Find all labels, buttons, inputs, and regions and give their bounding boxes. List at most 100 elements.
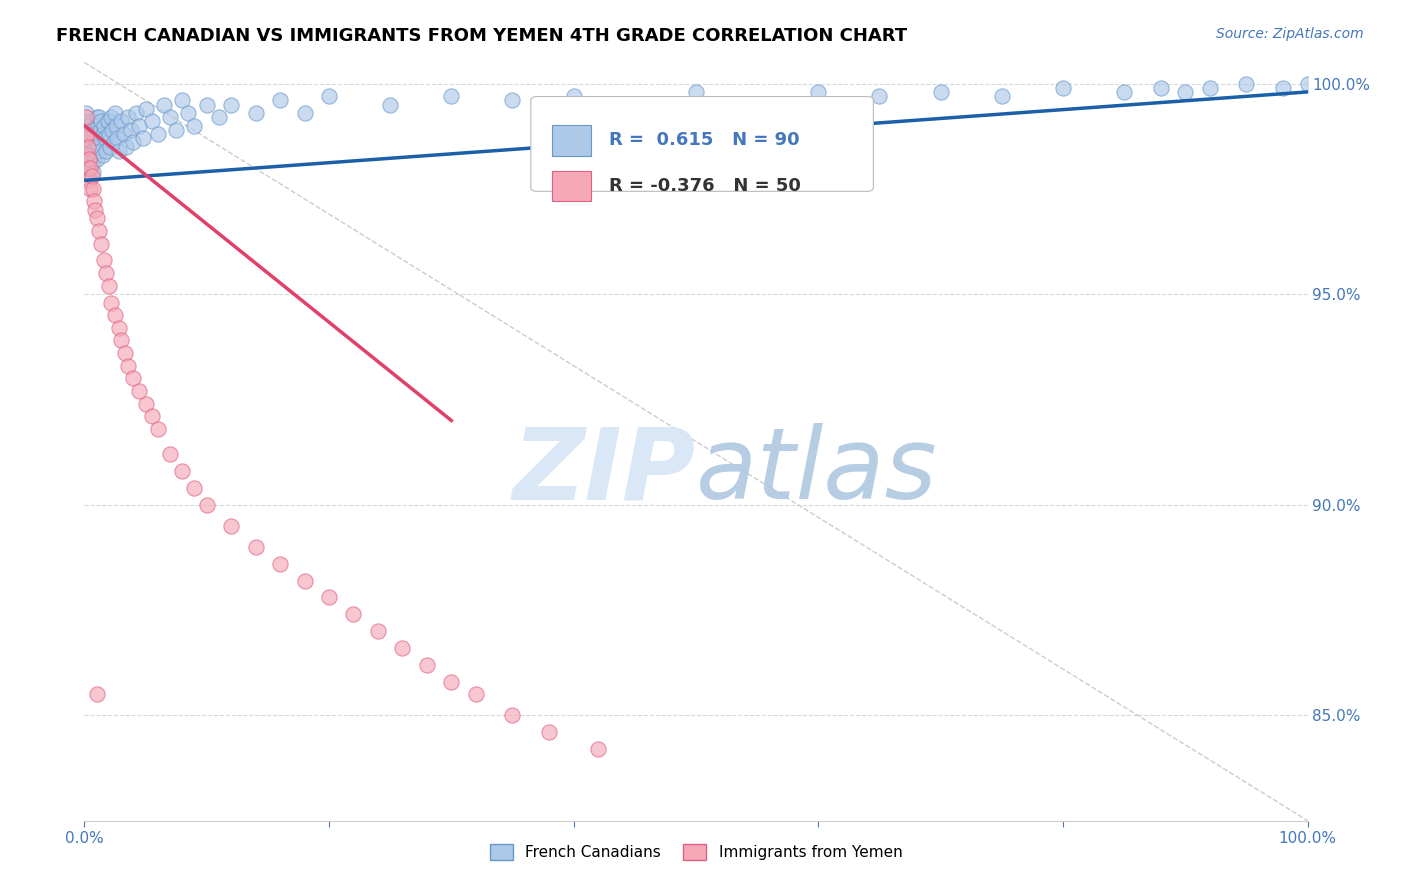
FancyBboxPatch shape [551,125,591,156]
Point [96,144,118,158]
Point [93,119,115,133]
Point [76,127,98,141]
Point [77,161,100,175]
Point [86,687,108,701]
Point [416,657,439,672]
Text: Source: ZipAtlas.com: Source: ZipAtlas.com [1216,27,1364,41]
Point [89,144,111,158]
Point [1174,85,1197,99]
Point [115,139,138,153]
Point [1052,80,1074,95]
Text: atlas: atlas [696,424,938,520]
Point [269,93,291,107]
Point [1150,80,1173,95]
Point [141,409,163,424]
Point [105,119,128,133]
Point [84,202,107,217]
Point [135,102,157,116]
Point [219,518,242,533]
Point [195,498,218,512]
Point [76,114,98,128]
Point [112,127,135,141]
Point [77,173,100,187]
Point [128,119,150,133]
Point [87,110,110,124]
Point [77,144,100,158]
Point [294,106,316,120]
Point [1114,85,1136,99]
FancyBboxPatch shape [531,96,873,191]
Point [464,687,486,701]
Point [87,139,110,153]
Point [183,119,205,133]
Point [96,266,118,280]
Point [80,114,103,128]
Point [117,359,139,373]
Point [82,123,104,137]
Point [146,127,169,141]
Text: ZIP: ZIP [513,424,696,520]
Point [86,131,108,145]
Point [91,127,114,141]
Point [1296,77,1319,91]
Point [77,127,100,141]
Point [82,165,104,179]
Point [294,574,316,588]
Point [146,422,169,436]
Point [318,591,340,605]
Point [269,557,291,571]
Point [177,106,200,120]
FancyBboxPatch shape [551,170,591,201]
Point [380,97,402,112]
Text: FRENCH CANADIAN VS IMMIGRANTS FROM YEMEN 4TH GRADE CORRELATION CHART: FRENCH CANADIAN VS IMMIGRANTS FROM YEMEN… [56,27,907,45]
Point [929,85,952,99]
Point [120,123,142,137]
Point [97,127,120,141]
Point [208,110,231,124]
Point [183,481,205,495]
Point [245,106,267,120]
Point [79,161,101,175]
Point [502,708,524,723]
Point [75,131,97,145]
Point [562,89,585,103]
Point [391,640,413,655]
Point [1198,80,1220,95]
Point [90,114,112,128]
Point [100,295,122,310]
Point [77,165,100,179]
Point [75,110,97,124]
Point [101,123,124,137]
Point [172,93,194,107]
Text: R =  0.615   N = 90: R = 0.615 N = 90 [609,131,800,150]
Point [76,136,98,150]
Point [1272,80,1295,95]
Point [80,136,103,150]
Point [245,540,267,554]
Point [1236,77,1258,91]
Point [586,742,609,756]
Point [86,153,108,167]
Point [103,136,125,150]
Point [367,624,389,639]
Point [132,131,155,145]
Point [76,153,98,167]
Point [75,106,97,120]
Point [82,182,104,196]
Point [77,119,100,133]
Point [869,89,891,103]
Point [100,110,122,124]
Text: R = -0.376   N = 50: R = -0.376 N = 50 [609,177,801,194]
Point [83,127,105,141]
Point [110,114,132,128]
Point [76,148,98,162]
Point [105,131,128,145]
Point [75,127,97,141]
Point [153,97,176,112]
Point [128,384,150,398]
Point [87,119,110,133]
Point [83,148,105,162]
Point [159,110,181,124]
Point [77,153,100,167]
Point [318,89,340,103]
